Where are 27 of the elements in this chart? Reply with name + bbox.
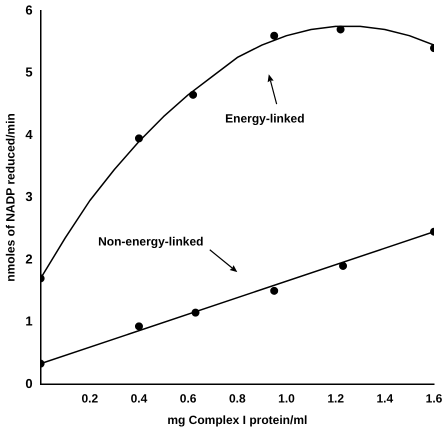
- point: [270, 286, 278, 295]
- x-tick-label: 0.2: [81, 392, 98, 406]
- point: [134, 134, 143, 142]
- x-tick-label: 1.0: [278, 392, 296, 406]
- y-axis-title: nmoles of NADP reduced/min: [4, 113, 18, 282]
- annotation: Energy-linked: [225, 111, 305, 126]
- y-tick-label: 3: [25, 189, 33, 204]
- x-tick-label: 0.8: [228, 392, 246, 406]
- annotation: Non-energy-linked: [98, 234, 204, 249]
- x-tick-label: 1.6: [426, 392, 443, 406]
- x-axis-title: mg Complex I protein/ml: [167, 413, 308, 428]
- x-tick-label: 0.4: [130, 392, 148, 406]
- point: [189, 90, 198, 99]
- y-tick-label: 0: [25, 376, 33, 391]
- point: [270, 32, 278, 40]
- y-tick-label: 6: [25, 2, 33, 18]
- x-tick-label: 1.2: [327, 392, 344, 406]
- y-tick-label: 1: [25, 314, 33, 329]
- x-tick-label: 1.4: [376, 392, 394, 406]
- point: [339, 262, 348, 270]
- point: [336, 25, 345, 34]
- x-tick-label: 0.6: [180, 392, 197, 406]
- y-tick-label: 2: [25, 251, 33, 266]
- y-tick-label: 4: [25, 126, 34, 142]
- y-tick-label: 5: [25, 64, 33, 80]
- point: [134, 322, 143, 330]
- point: [192, 308, 200, 317]
